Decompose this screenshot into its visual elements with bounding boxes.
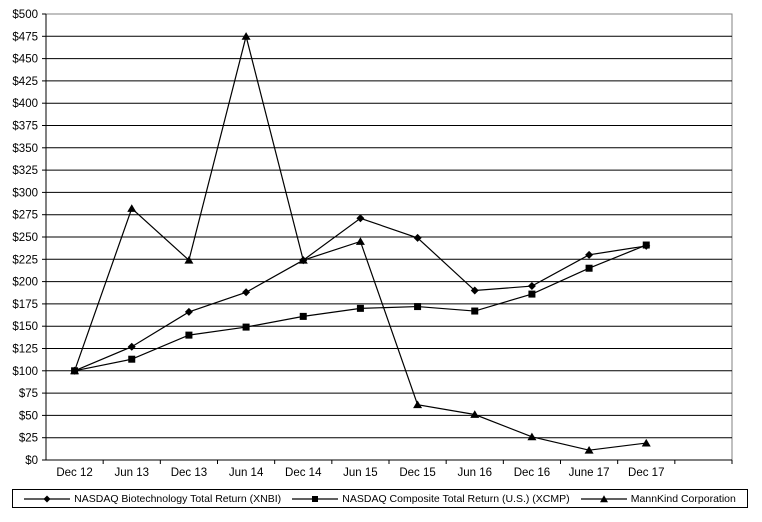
x-axis-category-label: Jun 13: [114, 467, 149, 479]
y-axis-tick-label: $75: [19, 388, 38, 400]
square-data-point-marker: [471, 307, 479, 315]
y-axis-tick-label: $375: [12, 121, 38, 133]
legend-item-label: NASDAQ Composite Total Return (U.S.) (XC…: [342, 492, 570, 505]
x-axis-category-label: Dec 12: [56, 467, 92, 479]
triangle-data-point-marker: [641, 438, 651, 447]
y-axis-tick-label: $275: [12, 210, 38, 222]
x-axis-category-label: Dec 15: [399, 467, 435, 479]
legend-item-label: MannKind Corporation: [630, 492, 736, 505]
y-axis-tick-label: $25: [19, 433, 38, 445]
diamond-data-point-marker: [242, 288, 251, 297]
diamond-legend-marker-icon: [24, 495, 71, 502]
x-axis-category-label: Jun 15: [343, 467, 378, 479]
legend-item: NASDAQ Composite Total Return (U.S.) (XC…: [292, 492, 570, 505]
x-axis-category-label: Dec 16: [514, 467, 550, 479]
triangle-data-point-marker: [70, 366, 80, 375]
diamond-data-point-marker: [527, 282, 536, 291]
square-data-point-marker: [642, 241, 650, 249]
x-axis-category-label: Jun 16: [457, 467, 492, 479]
diamond-data-point-marker: [585, 250, 594, 259]
x-axis-category-label: June 17: [569, 467, 610, 479]
y-axis-tick-label: $350: [12, 143, 38, 155]
square-data-point-marker: [528, 290, 536, 298]
y-axis-tick-label: $125: [12, 344, 38, 356]
square-icon: [312, 495, 319, 502]
triangle-legend-marker-icon: [580, 494, 627, 502]
square-legend-marker-icon: [292, 495, 339, 502]
legend-item-label: NASDAQ Biotechnology Total Return (XNBI): [74, 492, 282, 505]
square-data-point-marker: [356, 304, 364, 312]
y-axis-tick-label: $325: [12, 165, 38, 177]
y-axis-tick-label: $150: [12, 321, 38, 333]
series-square: [71, 241, 650, 375]
triangle-data-point-marker: [470, 410, 480, 418]
chart-legend: NASDAQ Biotechnology Total Return (XNBI)…: [12, 489, 748, 508]
triangle-data-point-marker: [241, 32, 251, 40]
y-axis-tick-label: $200: [12, 277, 38, 289]
square-data-point-marker: [414, 303, 422, 311]
x-axis-category-label: Jun 14: [229, 467, 264, 479]
triangle-data-point-marker: [527, 432, 537, 441]
y-axis-tick-label: $250: [12, 232, 38, 244]
triangle-data-point-marker: [413, 400, 423, 409]
y-axis-tick-label: $450: [12, 54, 38, 66]
legend-item: NASDAQ Biotechnology Total Return (XNBI): [24, 493, 281, 505]
y-axis-tick-label: $100: [12, 366, 38, 378]
square-data-point-marker: [185, 331, 193, 339]
y-axis-tick-label: $0: [25, 455, 38, 467]
y-axis-tick-label: $400: [12, 98, 38, 110]
square-data-point-marker: [128, 355, 136, 363]
y-axis-tick-label: $300: [12, 187, 38, 199]
square-data-point-marker: [585, 264, 593, 272]
y-axis-tick-label: $225: [12, 254, 38, 266]
triangle-data-point-marker: [584, 445, 594, 454]
diamond-data-point-marker: [127, 342, 136, 351]
triangle-data-point-marker: [298, 255, 308, 264]
y-axis-tick-label: $500: [12, 9, 38, 21]
x-axis-category-label: Dec 17: [628, 467, 664, 479]
diamond-data-point-marker: [184, 307, 193, 316]
x-axis-category-label: Dec 14: [285, 467, 322, 479]
diamond-data-point-marker: [356, 214, 365, 223]
series-triangle: [70, 32, 651, 454]
square-data-point-marker: [242, 323, 250, 331]
y-axis-tick-label: $425: [12, 76, 38, 88]
diamond-data-point-marker: [413, 233, 422, 242]
triangle-data-point-marker: [127, 204, 137, 212]
y-axis-tick-label: $475: [12, 31, 38, 43]
x-axis-category-label: Dec 13: [171, 467, 207, 479]
triangle-data-point-marker: [184, 255, 194, 264]
y-axis-tick-label: $175: [12, 299, 38, 311]
diamond-icon: [43, 495, 51, 502]
triangle-icon: [599, 494, 608, 502]
legend-item: MannKind Corporation: [580, 492, 736, 505]
triangle-data-point-marker: [355, 237, 365, 245]
diamond-data-point-marker: [470, 286, 479, 295]
y-axis-tick-label: $50: [19, 410, 38, 422]
square-data-point-marker: [299, 312, 307, 320]
